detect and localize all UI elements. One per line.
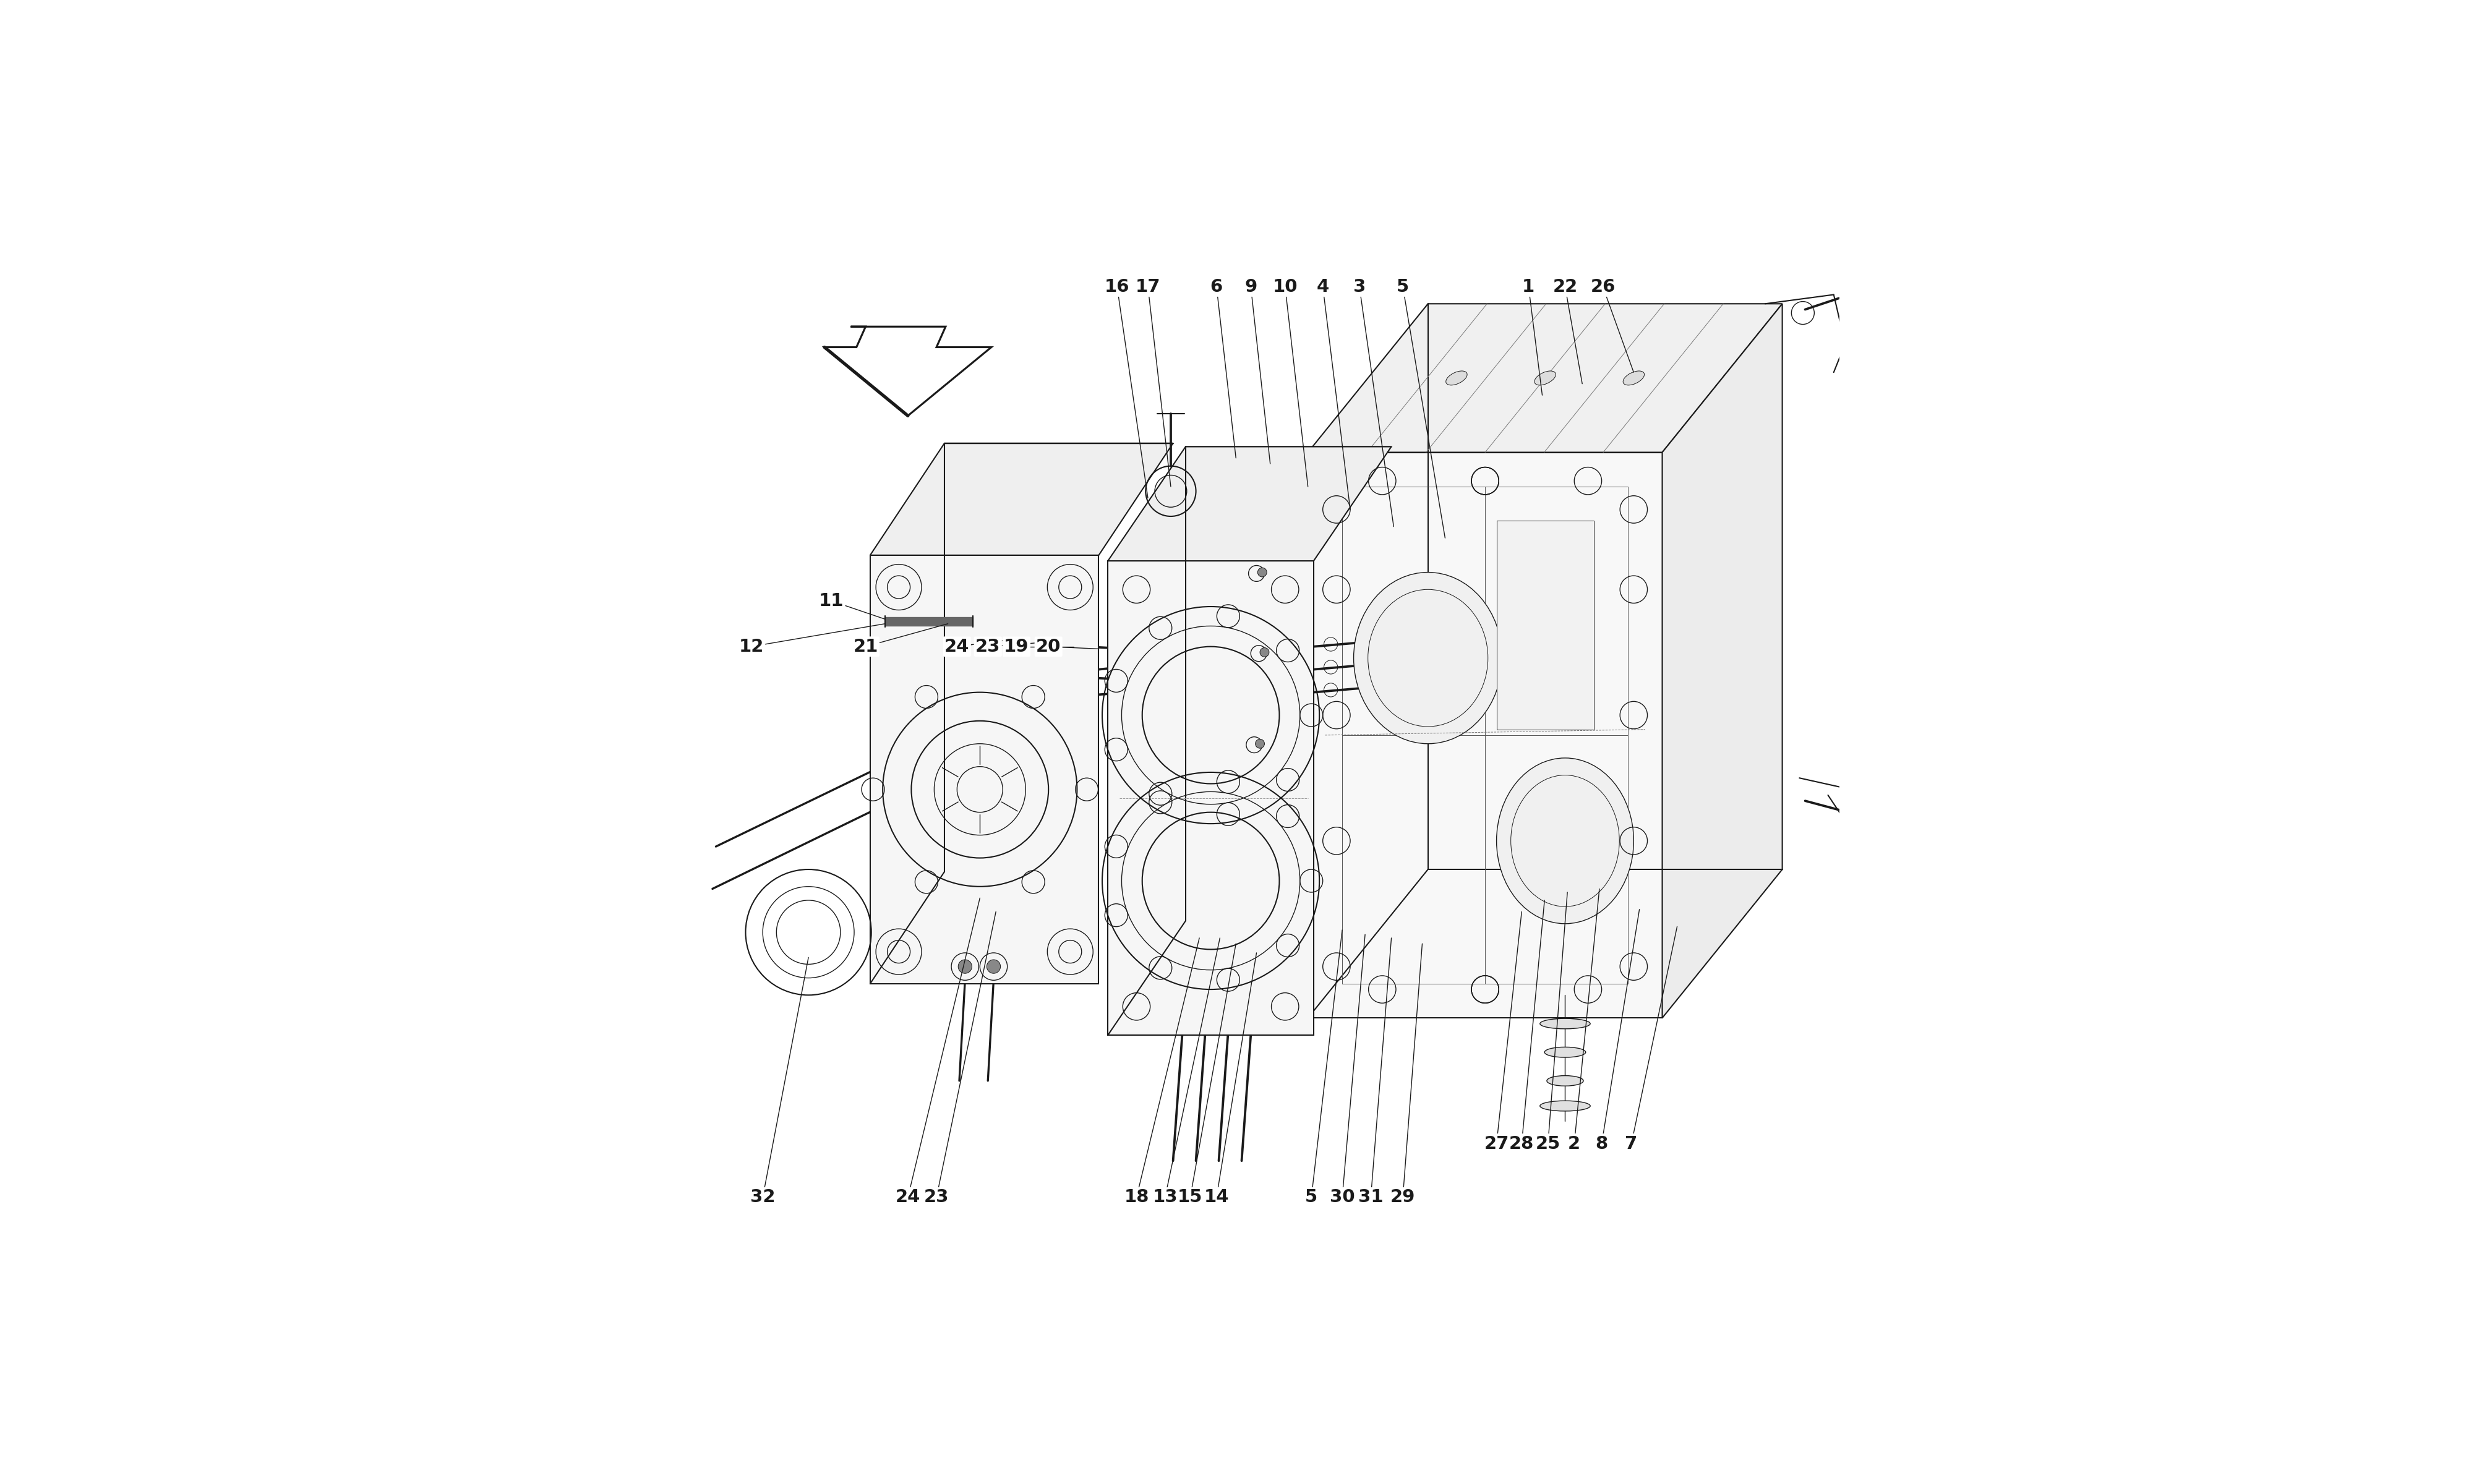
Text: 5: 5 [1306,1189,1319,1206]
Text: 8: 8 [1596,1135,1608,1152]
Text: 20: 20 [1037,638,1061,656]
Text: 13: 13 [1153,1189,1178,1206]
Ellipse shape [1539,1018,1591,1028]
Text: 23: 23 [975,638,999,656]
Text: 31: 31 [1358,1189,1383,1206]
Circle shape [1254,739,1264,748]
Polygon shape [1108,561,1314,1036]
Text: 21: 21 [854,638,878,656]
Text: 27: 27 [1484,1135,1509,1152]
Text: 1: 1 [1522,278,1534,295]
Polygon shape [1663,304,1781,1018]
Ellipse shape [1546,1076,1583,1086]
Text: 32: 32 [750,1189,774,1206]
Ellipse shape [1353,573,1502,743]
Text: 17: 17 [1136,278,1160,295]
Text: 18: 18 [1123,1189,1148,1206]
Text: 9: 9 [1244,278,1257,295]
Ellipse shape [1539,1101,1591,1112]
Text: 3: 3 [1353,278,1366,295]
Text: 14: 14 [1205,1189,1230,1206]
Text: 5: 5 [1398,278,1410,295]
Text: 25: 25 [1536,1135,1561,1152]
Circle shape [1259,647,1269,657]
Text: 23: 23 [923,1189,950,1206]
Text: 19: 19 [1004,638,1029,656]
Polygon shape [824,326,992,416]
Text: 26: 26 [1591,278,1616,295]
Ellipse shape [1623,371,1645,386]
Text: 24: 24 [945,638,970,656]
Text: 4: 4 [1316,278,1329,295]
Text: 24: 24 [896,1189,920,1206]
Text: 29: 29 [1390,1189,1415,1206]
Polygon shape [1309,453,1663,1018]
Circle shape [957,960,972,974]
Ellipse shape [1534,371,1556,386]
Text: 28: 28 [1509,1135,1534,1152]
Text: 22: 22 [1554,278,1578,295]
Text: 16: 16 [1103,278,1131,295]
Text: 6: 6 [1210,278,1222,295]
Polygon shape [1497,521,1593,730]
Text: 30: 30 [1329,1189,1356,1206]
Text: 12: 12 [740,638,764,656]
Text: 2: 2 [1569,1135,1581,1152]
Circle shape [1257,568,1267,577]
Ellipse shape [1497,758,1633,923]
Ellipse shape [1445,371,1467,386]
Text: 10: 10 [1272,278,1296,295]
Polygon shape [1309,304,1781,453]
Ellipse shape [1544,1048,1586,1058]
Polygon shape [871,555,1098,984]
Circle shape [987,960,999,974]
Text: 7: 7 [1625,1135,1638,1152]
Polygon shape [1108,447,1390,561]
Text: 11: 11 [819,592,844,610]
Polygon shape [871,444,1173,555]
Text: 15: 15 [1178,1189,1202,1206]
